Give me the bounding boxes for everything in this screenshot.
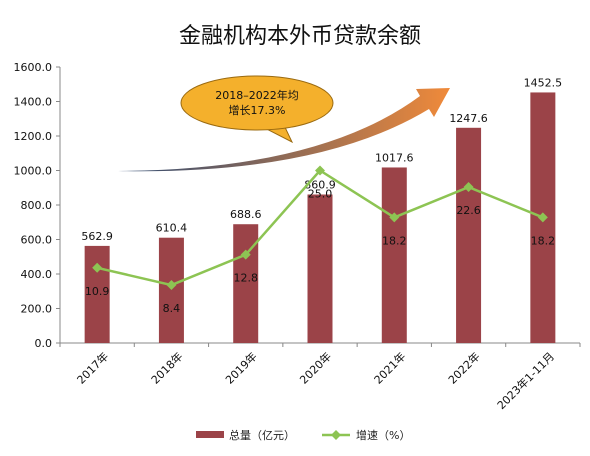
bar-series	[84, 92, 556, 343]
bar	[456, 127, 482, 343]
callout-line-2: 增长17.3%	[229, 103, 286, 117]
growth-point	[537, 212, 548, 223]
legend-bar-swatch	[196, 431, 224, 438]
y-tick-label: 400.0	[21, 268, 53, 281]
growth-value-label: 10.9	[85, 285, 110, 298]
y-tick-label: 200.0	[21, 303, 53, 316]
callout-line-1: 2018–2022年均	[215, 88, 299, 102]
growth-value-label: 22.6	[456, 204, 481, 217]
y-tick-label: 1200.0	[14, 130, 53, 143]
bar-value-label: 860.9	[304, 178, 336, 191]
growth-point	[240, 249, 251, 260]
legend-line-label: 增速（%）	[356, 428, 410, 442]
y-tick-label: 0.0	[35, 337, 53, 350]
line-series	[92, 165, 548, 291]
y-tick-label: 1400.0	[14, 96, 53, 109]
growth-arrow-shape	[118, 88, 450, 172]
legend-bar-label: 总量（亿元）	[229, 428, 295, 442]
bar	[84, 245, 110, 343]
bar-value-label: 562.9	[81, 230, 113, 243]
growth-value-label: 8.4	[163, 302, 181, 315]
bar-value-label: 688.6	[230, 208, 262, 221]
y-tick-label: 1000.0	[14, 165, 53, 178]
bar-value-label: 1452.5	[524, 76, 563, 89]
growth-point	[166, 280, 177, 291]
bar-value-labels: 562.9 610.4 688.6 860.9 1017.6 1247.6 1452.5	[81, 76, 562, 242]
growth-value-label: 12.8	[233, 272, 258, 285]
x-tick-label: 2022年	[445, 349, 482, 386]
growth-point	[92, 262, 103, 273]
legend: 总量（亿元） 增速（%）	[196, 428, 410, 442]
bar	[381, 167, 407, 343]
x-tick-label: 2018年	[148, 349, 185, 386]
line-value-labels: 10.9 8.4 12.8 25.0 18.2 22.6 18.2	[85, 188, 555, 316]
growth-arrow	[118, 88, 450, 172]
bar	[307, 194, 333, 343]
growth-point	[315, 165, 325, 176]
x-tick-label: 2017年	[74, 349, 111, 386]
y-tick-label: 1600.0	[14, 61, 53, 74]
growth-point	[463, 182, 474, 193]
growth-value-label: 18.2	[531, 234, 556, 247]
legend-line-marker	[331, 430, 341, 440]
x-tick-label: 2019年	[222, 349, 259, 386]
growth-value-label: 25.0	[308, 188, 333, 201]
chart-title: 金融机构本外币贷款余额	[179, 24, 421, 49]
callout: 2018–2022年均 增长17.3%	[180, 75, 334, 144]
bar	[158, 237, 184, 343]
bar-value-label: 1017.6	[375, 151, 414, 164]
callout-tail-cover	[258, 122, 284, 126]
x-tick-label: 2021年	[371, 349, 408, 386]
y-tick-label: 800.0	[21, 199, 53, 212]
bar-value-label: 610.4	[156, 222, 188, 235]
y-tick-label: 600.0	[21, 234, 53, 247]
x-tick-label: 2020年	[297, 349, 334, 386]
x-tick-label: 2023年1-11月	[494, 349, 557, 412]
callout-ellipse	[180, 75, 334, 131]
growth-value-label: 18.2	[382, 234, 407, 247]
x-axis-ticks: 2017年 2018年 2019年 2020年 2021年 2022年 2023年1-11月	[59, 343, 581, 412]
y-axis-ticks: 0.0 200.0 400.0 600.0 800.0 1000.0 1200.0 1400.…	[14, 61, 60, 350]
growth-point	[389, 212, 400, 223]
bar-value-label: 1247.6	[449, 112, 488, 125]
